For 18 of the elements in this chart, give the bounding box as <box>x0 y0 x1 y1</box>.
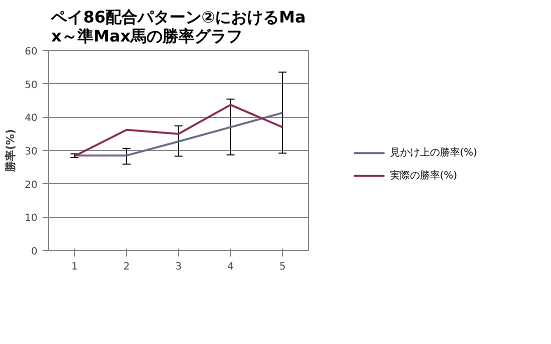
legend-label: 見かけ上の勝率(%) <box>390 146 478 159</box>
y-tick-label: 20 <box>24 180 38 191</box>
x-tick-label: 1 <box>71 262 78 272</box>
legend-label: 実際の勝率(%) <box>390 169 458 182</box>
chart-title: ペイ86配合パターン②におけるMax～準Max馬の勝率グラフ <box>50 8 306 46</box>
x-tick-label: 3 <box>175 262 182 272</box>
y-tick-label: 40 <box>24 113 38 124</box>
y-tick-label: 10 <box>24 213 38 224</box>
y-tick-label: 60 <box>24 46 38 58</box>
line-series <box>74 112 284 156</box>
line-series <box>74 104 284 158</box>
y-axis-title: 勝率(%) <box>4 128 17 174</box>
y-tick-label: 50 <box>24 80 38 91</box>
x-tick-label: 4 <box>227 262 234 272</box>
y-tick-label: 30 <box>24 146 38 158</box>
y-tick-label: 0 <box>31 246 38 258</box>
x-tick-label: 2 <box>123 262 130 272</box>
x-tick-label: 5 <box>279 262 286 272</box>
